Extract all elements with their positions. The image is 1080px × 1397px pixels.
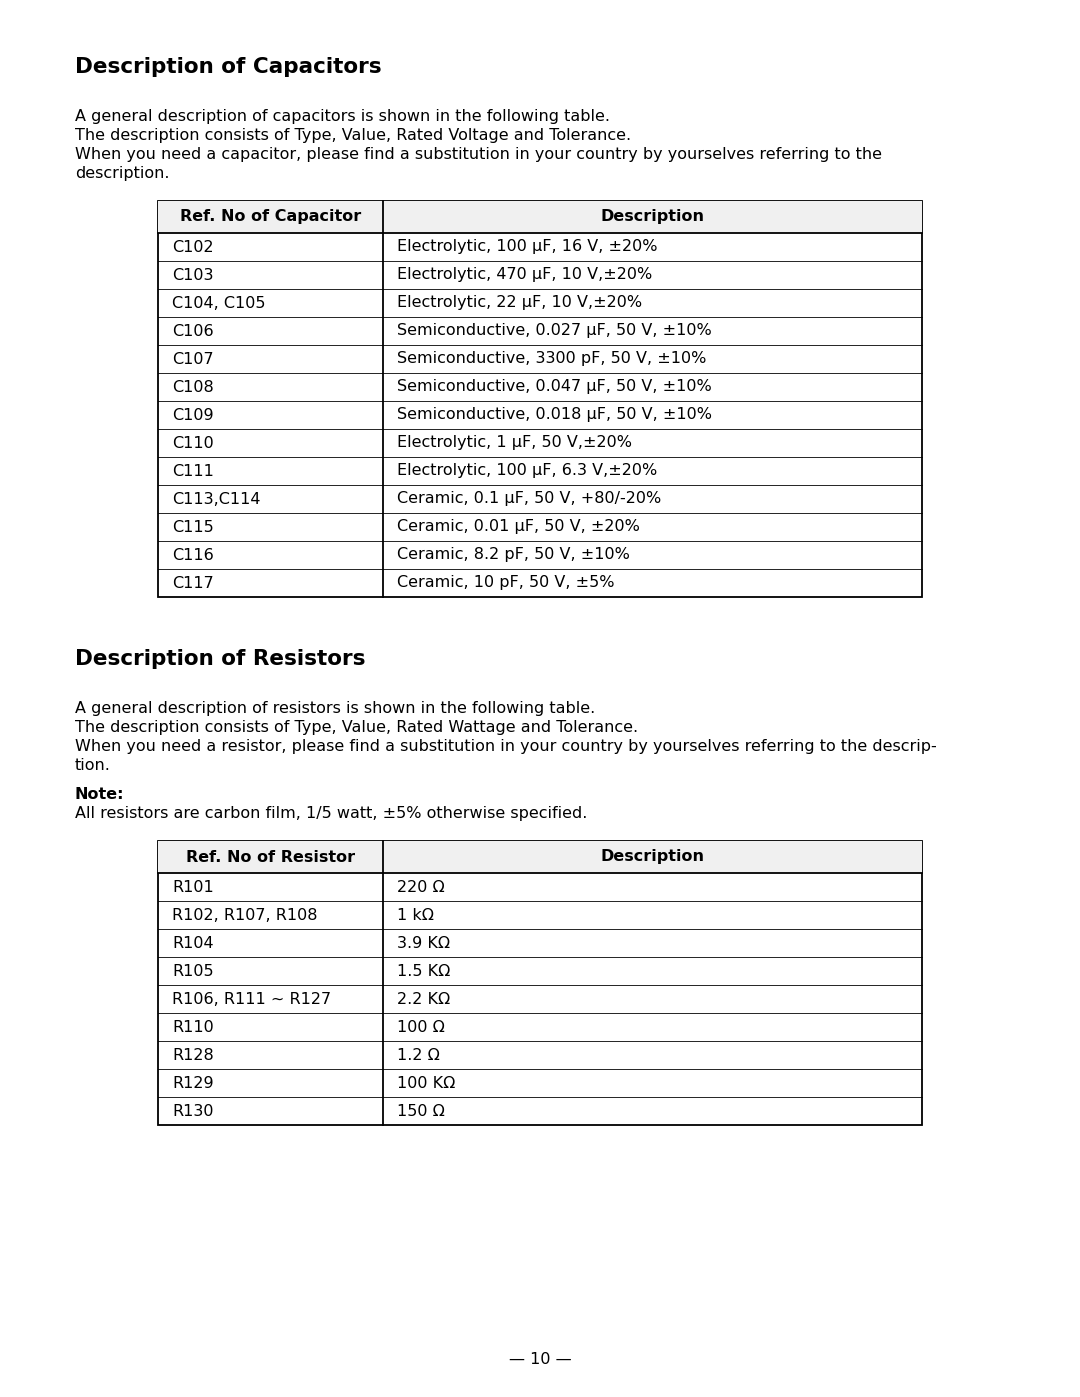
Text: C109: C109 [172,408,214,422]
Bar [158,201,922,233]
Text: C115: C115 [172,520,214,535]
Text: C103: C103 [172,267,214,282]
Text: 150 Ω: 150 Ω [397,1104,445,1119]
Text: R106, R111 ~ R127: R106, R111 ~ R127 [172,992,332,1006]
Text: 220 Ω: 220 Ω [397,880,445,894]
Text: Ref. No of Capacitor: Ref. No of Capacitor [180,210,362,225]
Text: — 10 —: — 10 — [509,1351,571,1366]
Bar [158,841,922,873]
Text: Electrolytic, 100 μF, 16 V, ±20%: Electrolytic, 100 μF, 16 V, ±20% [397,239,658,254]
Text: R102, R107, R108: R102, R107, R108 [172,908,318,922]
Text: R105: R105 [172,964,214,978]
Text: description.: description. [75,166,170,182]
Text: Electrolytic, 470 μF, 10 V,±20%: Electrolytic, 470 μF, 10 V,±20% [397,267,652,282]
Text: The description consists of Type, Value, Rated Wattage and Tolerance.: The description consists of Type, Value,… [75,719,638,735]
Text: C106: C106 [172,324,214,338]
Text: Semiconductive, 0.047 μF, 50 V, ±10%: Semiconductive, 0.047 μF, 50 V, ±10% [397,380,712,394]
Text: C113,C114: C113,C114 [172,492,260,507]
Text: R104: R104 [172,936,214,950]
Text: Electrolytic, 100 μF, 6.3 V,±20%: Electrolytic, 100 μF, 6.3 V,±20% [397,464,658,479]
Text: C108: C108 [172,380,214,394]
Text: When you need a capacitor, please find a substitution in your country by yoursel: When you need a capacitor, please find a… [75,147,882,162]
Text: C104, C105: C104, C105 [172,296,266,310]
Text: Description: Description [600,210,704,225]
Text: Semiconductive, 3300 pF, 50 V, ±10%: Semiconductive, 3300 pF, 50 V, ±10% [397,352,706,366]
Text: R130: R130 [172,1104,214,1119]
Text: Electrolytic, 22 μF, 10 V,±20%: Electrolytic, 22 μF, 10 V,±20% [397,296,643,310]
Text: All resistors are carbon film, 1/5 watt, ±5% otherwise specified.: All resistors are carbon film, 1/5 watt,… [75,806,588,821]
Text: 100 Ω: 100 Ω [397,1020,445,1035]
Text: Semiconductive, 0.018 μF, 50 V, ±10%: Semiconductive, 0.018 μF, 50 V, ±10% [397,408,713,422]
Text: C107: C107 [172,352,214,366]
Text: C102: C102 [172,239,214,254]
Text: The description consists of Type, Value, Rated Voltage and Tolerance.: The description consists of Type, Value,… [75,129,631,142]
Text: 1 kΩ: 1 kΩ [397,908,434,922]
Text: Note:: Note: [75,787,124,802]
Text: R129: R129 [172,1076,214,1091]
Text: Semiconductive, 0.027 μF, 50 V, ±10%: Semiconductive, 0.027 μF, 50 V, ±10% [397,324,712,338]
Text: When you need a resistor, please find a substitution in your country by yourselv: When you need a resistor, please find a … [75,739,936,754]
Text: R110: R110 [172,1020,214,1035]
Text: C116: C116 [172,548,214,563]
Text: Description: Description [600,849,704,865]
Bar [158,841,922,1125]
Text: 2.2 KΩ: 2.2 KΩ [397,992,450,1006]
Text: R128: R128 [172,1048,214,1063]
Text: Description of Capacitors: Description of Capacitors [75,57,381,77]
Text: tion.: tion. [75,759,111,773]
Text: 100 KΩ: 100 KΩ [397,1076,456,1091]
Text: 1.5 KΩ: 1.5 KΩ [397,964,450,978]
Text: 1.2 Ω: 1.2 Ω [397,1048,441,1063]
Text: R101: R101 [172,880,214,894]
Text: C110: C110 [172,436,214,450]
Text: A general description of capacitors is shown in the following table.: A general description of capacitors is s… [75,109,610,124]
Text: Ceramic, 10 pF, 50 V, ±5%: Ceramic, 10 pF, 50 V, ±5% [397,576,615,591]
Bar [158,201,922,597]
Text: Ceramic, 0.1 μF, 50 V, +80/-20%: Ceramic, 0.1 μF, 50 V, +80/-20% [397,492,662,507]
Text: Description of Resistors: Description of Resistors [75,650,365,669]
Text: 3.9 KΩ: 3.9 KΩ [397,936,450,950]
Text: A general description of resistors is shown in the following table.: A general description of resistors is sh… [75,701,595,717]
Text: Ceramic, 0.01 μF, 50 V, ±20%: Ceramic, 0.01 μF, 50 V, ±20% [397,520,640,535]
Text: C111: C111 [172,464,214,479]
Text: C117: C117 [172,576,214,591]
Text: Electrolytic, 1 μF, 50 V,±20%: Electrolytic, 1 μF, 50 V,±20% [397,436,633,450]
Text: Ref. No of Resistor: Ref. No of Resistor [186,849,355,865]
Text: Ceramic, 8.2 pF, 50 V, ±10%: Ceramic, 8.2 pF, 50 V, ±10% [397,548,631,563]
